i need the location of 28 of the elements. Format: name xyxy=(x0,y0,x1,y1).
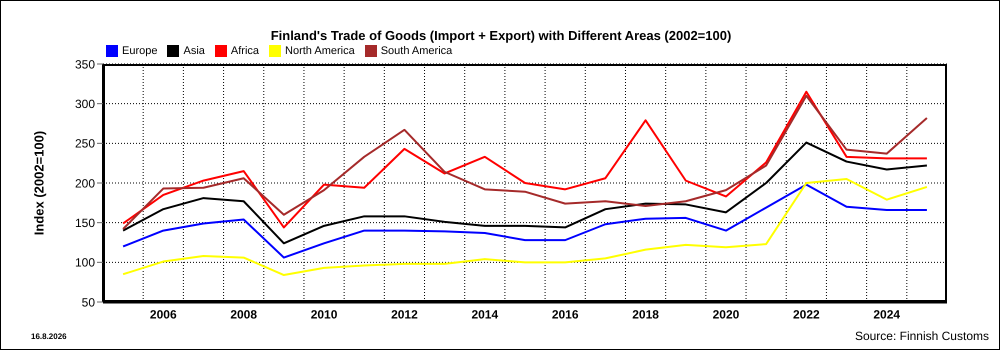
y-axis-title: Index (2002=100) xyxy=(32,130,47,236)
y-tick-label: 300 xyxy=(74,96,96,111)
x-tick-label: 2024 xyxy=(873,308,900,322)
chart-title: Finland's Trade of Goods (Import + Export) with Different Areas (2002=100) xyxy=(270,28,732,43)
text: 16.8.2026 xyxy=(31,332,67,341)
line-series xyxy=(122,178,928,276)
y-tick-label: 250 xyxy=(74,136,96,151)
legend-label: North America xyxy=(285,45,355,57)
y-tick-label: 50 xyxy=(82,295,96,310)
y-tick-label: 200 xyxy=(74,176,96,190)
y-tick-label: 100 xyxy=(74,256,96,270)
x-tick-label: 2014 xyxy=(471,308,498,322)
x-tick-label: 2010 xyxy=(310,308,338,322)
x-tick-label: 2008 xyxy=(230,308,258,322)
legend-label: Europe xyxy=(122,45,158,57)
x-tick-label: 2022 xyxy=(792,308,820,322)
x-tick-label: 2018 xyxy=(632,308,660,322)
x-tick-label: 2006 xyxy=(150,308,177,322)
x-tick-label: 2020 xyxy=(712,308,740,322)
legend-label: South America xyxy=(380,45,452,57)
legend-label: Africa xyxy=(230,45,260,57)
x-tick-label: 2012 xyxy=(391,308,418,322)
source-note: Source: Finnish Customs xyxy=(854,329,989,343)
y-tick-label: 150 xyxy=(74,216,96,230)
legend-label: Asia xyxy=(183,45,205,57)
line-series xyxy=(122,184,928,259)
x-tick-label: 2016 xyxy=(552,308,579,322)
y-tick-label: 350 xyxy=(74,57,96,72)
